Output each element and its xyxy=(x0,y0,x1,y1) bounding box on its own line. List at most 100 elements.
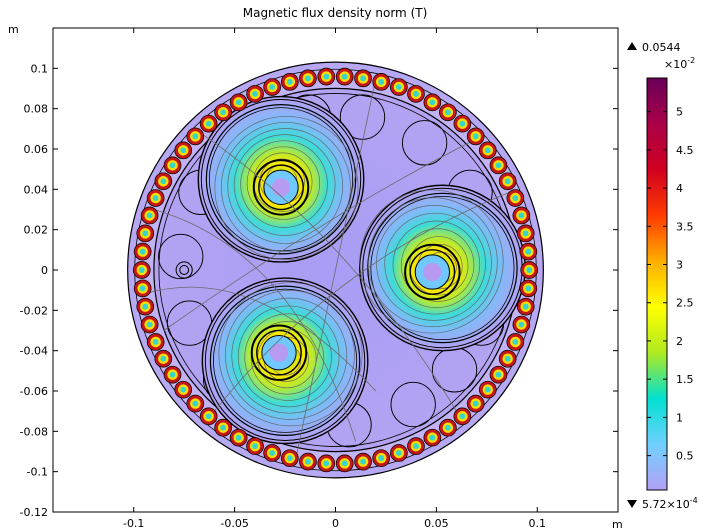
armor-wire-core xyxy=(360,458,367,465)
armor-wire-core xyxy=(413,90,419,97)
armor-wire-core xyxy=(512,195,519,202)
armor-wire-core xyxy=(160,355,167,362)
colorbar-tick-label: 3 xyxy=(676,259,683,272)
armor-wire-core xyxy=(205,413,212,420)
armor-wire-core xyxy=(323,73,330,80)
armor-wire-core xyxy=(472,400,479,407)
armor-wire-core xyxy=(146,321,153,328)
colorbar-tick-label: 2.5 xyxy=(676,297,694,310)
colorbar-tick-label: 4.5 xyxy=(676,144,694,157)
x-tick-label: 0.05 xyxy=(424,517,449,530)
armor-wire-core xyxy=(378,455,385,462)
colorbar-tick-label: 5 xyxy=(676,106,683,119)
colorbar-ticks: 0.5 1 1.5 2 2.5 3 3.5 4 4.5 5 xyxy=(647,106,694,463)
armor-wire-core xyxy=(378,78,385,85)
colorbar-min-times: ×10 xyxy=(667,498,690,511)
y-tick-label: -0.04 xyxy=(20,345,48,358)
armor-wire-core xyxy=(146,212,153,219)
armor-wire-core xyxy=(525,285,532,292)
field-line xyxy=(244,313,332,401)
armor-wire-core xyxy=(522,303,529,310)
chart-title: Magnetic flux density norm (T) xyxy=(243,6,428,20)
field-line xyxy=(163,138,477,331)
armor-wire-core xyxy=(269,84,276,91)
armor-wire-core xyxy=(472,133,479,140)
core-screen xyxy=(209,285,361,437)
armor-wire-core xyxy=(522,230,529,237)
armor-wire-core xyxy=(526,267,533,273)
conductor-ring xyxy=(409,249,456,295)
armor-wire-core xyxy=(518,212,525,219)
y-tick-label: 0.02 xyxy=(24,224,49,237)
armor-wire-core xyxy=(235,99,242,106)
armor-wire-core xyxy=(304,75,311,82)
armor-wire-core xyxy=(160,178,167,185)
armor-wire-core xyxy=(192,133,199,140)
armor-wire-core xyxy=(429,434,436,441)
armor-wire-core xyxy=(341,460,348,467)
y-tick-label: 0 xyxy=(41,264,48,277)
armor-wire-core xyxy=(139,248,146,255)
armor-wire-core xyxy=(142,230,149,237)
axes-layer: -0.1 -0.05 0 0.05 0.1 0.1 0.08 0.06 0.04 0.02 0 -0.… xyxy=(20,28,618,530)
armor-wire-core xyxy=(139,285,146,292)
armor-wire-core xyxy=(444,109,451,116)
field-line xyxy=(233,134,336,236)
fiber-unit-inner xyxy=(179,265,190,275)
colorbar-gradient xyxy=(646,77,668,491)
field-line xyxy=(214,188,518,412)
armor-wire-core xyxy=(269,449,276,456)
conductor-center xyxy=(423,262,442,282)
armor-wire-core xyxy=(323,460,330,467)
x-tick-label: -0.05 xyxy=(220,517,248,530)
armor-wire-core xyxy=(286,455,293,462)
colorbar-min-label: 5.72×10-4 xyxy=(642,496,698,511)
core-insulation-edge xyxy=(213,288,358,433)
armor-wire-core xyxy=(459,120,466,127)
filler-lobe xyxy=(158,233,204,280)
conductor-ring xyxy=(258,164,304,211)
max-marker-icon xyxy=(627,42,637,50)
armor-wire-core xyxy=(504,178,511,185)
armor-wire-core xyxy=(252,443,258,450)
field-line xyxy=(153,209,357,442)
armor-wire-core xyxy=(518,321,525,328)
field-line xyxy=(294,78,377,462)
armor-wire-core xyxy=(169,371,176,378)
armor-wire-core xyxy=(192,400,199,407)
y-tick-label: 0.1 xyxy=(31,62,49,75)
conductor-ring xyxy=(256,329,302,376)
armor-wire-core xyxy=(504,355,511,362)
field-line xyxy=(359,189,504,334)
armor-wire-core xyxy=(341,73,348,80)
y-tick-label: 0.04 xyxy=(24,183,49,196)
y-tick-label: 0.08 xyxy=(24,103,49,116)
y-tick-label: -0.12 xyxy=(20,506,48,519)
filler-lobe xyxy=(339,94,386,140)
field-line xyxy=(220,122,351,252)
x-tick-label: 0.1 xyxy=(529,517,547,530)
colorbar-tick-label: 2 xyxy=(676,335,683,348)
colorbar: 0.0544 ×10-2 0.511.522.533.544.55 5.72×1… xyxy=(627,41,698,511)
conductor-outer xyxy=(250,324,308,381)
field-line xyxy=(224,290,355,420)
armor-wire-core xyxy=(459,413,466,420)
y-tick-label: -0.06 xyxy=(20,385,48,398)
y-tick-label: -0.02 xyxy=(20,304,48,317)
colorbar-tick-label: 0.5 xyxy=(676,450,694,463)
plot-layer xyxy=(127,61,544,479)
field-line xyxy=(227,128,344,244)
filler-lobe xyxy=(401,120,448,166)
conductor-center xyxy=(271,178,291,197)
colorbar-max-label: 0.0544 xyxy=(642,41,681,54)
colorbar-tick-label: 1.5 xyxy=(676,373,694,386)
field-line xyxy=(392,220,481,309)
field-line xyxy=(237,305,340,408)
x-tick-label: -0.1 xyxy=(123,517,144,530)
armor-wire-core xyxy=(495,371,502,378)
armor-wire-core xyxy=(413,443,419,450)
y-tick-label: 0.06 xyxy=(24,143,49,156)
armor-wire-core xyxy=(142,303,149,310)
colorbar-scale-exponent: -2 xyxy=(687,56,695,65)
